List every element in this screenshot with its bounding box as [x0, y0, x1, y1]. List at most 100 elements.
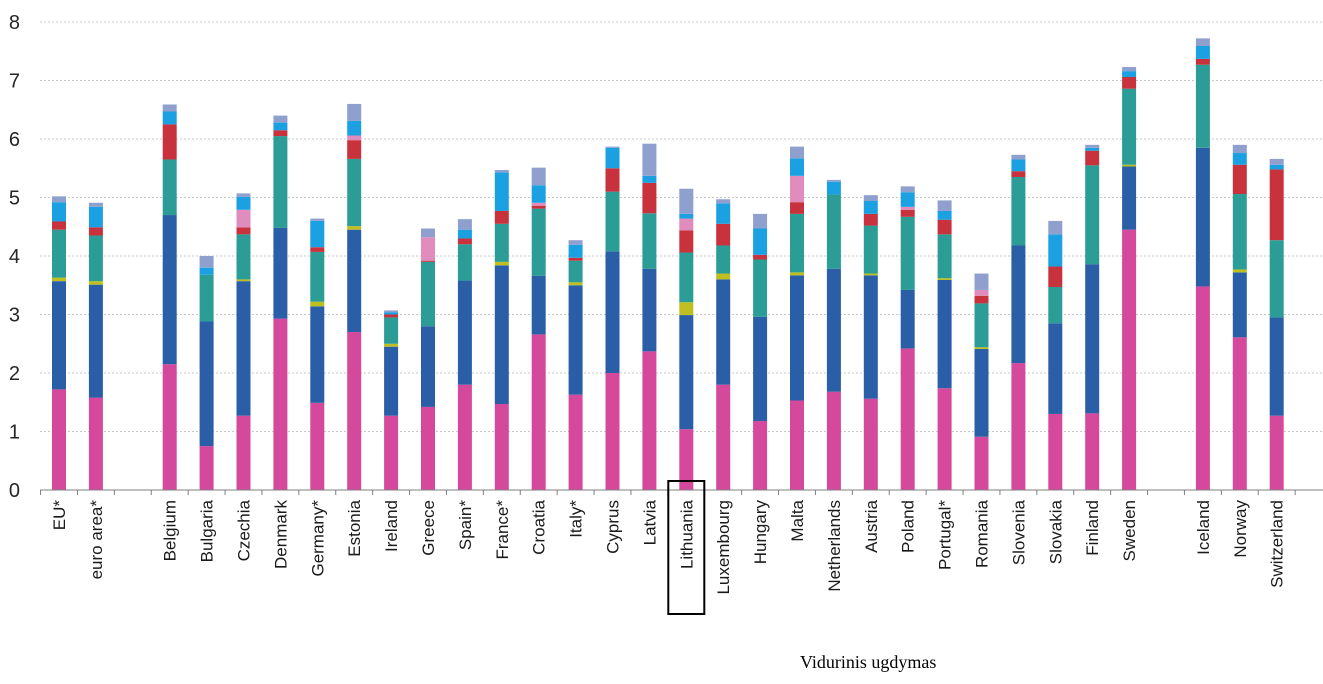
- y-tick-label: 8: [9, 12, 20, 34]
- bar-segment: [1085, 150, 1100, 166]
- bar-stack: [1232, 144, 1247, 490]
- bar-segment: [236, 281, 251, 416]
- bar-segment: [457, 229, 472, 239]
- bar-stack: [790, 146, 804, 490]
- bar-segment: [642, 268, 657, 352]
- bar-segment: [1232, 153, 1247, 165]
- bar-stack: [88, 202, 103, 490]
- x-tick-label: Slovakia: [1046, 499, 1065, 564]
- bar-segment: [421, 261, 435, 327]
- bar-segment: [52, 281, 66, 390]
- x-tick-label: Romania: [973, 499, 992, 568]
- bar-segment: [826, 194, 841, 269]
- bar-segment: [568, 244, 583, 258]
- axes: [40, 489, 1323, 495]
- y-tick-label: 1: [9, 422, 20, 444]
- bar-stack: [826, 179, 841, 490]
- bar-segment: [863, 201, 878, 214]
- bar-segment: [1122, 71, 1137, 77]
- bar-segment: [1122, 67, 1137, 72]
- bar-segment: [1048, 413, 1063, 490]
- bar-segment: [974, 436, 989, 490]
- bar-segment: [88, 281, 103, 285]
- bar-segment: [753, 316, 768, 421]
- bar-segment: [162, 104, 177, 112]
- bar-segment: [236, 209, 251, 228]
- bar-segment: [605, 191, 620, 252]
- x-tick-label: Spain*: [456, 500, 475, 550]
- chart-caption: Vidurinis ugdymas: [800, 652, 937, 672]
- x-tick-label: Bulgaria: [198, 499, 217, 562]
- bar-segment: [568, 285, 583, 395]
- bar-segment: [679, 429, 694, 490]
- x-tick-label: Portugal*: [936, 500, 955, 570]
- bar-segment: [162, 159, 177, 216]
- bar-segment: [494, 172, 509, 211]
- bar-segment: [790, 275, 804, 401]
- bar-segment: [457, 384, 472, 490]
- bar-segment: [384, 317, 399, 344]
- bar-segment: [162, 364, 177, 490]
- bar-segment: [494, 404, 509, 490]
- bar-segment: [1085, 147, 1100, 151]
- bar-segment: [52, 229, 66, 278]
- bar-segment: [974, 347, 989, 350]
- bar-segment: [199, 446, 214, 490]
- bar-segment: [162, 215, 177, 365]
- bar-segment: [937, 200, 952, 211]
- bar-segment: [790, 146, 804, 159]
- bar-segment: [679, 315, 694, 430]
- bar-segment: [531, 334, 546, 490]
- bar-segment: [1122, 229, 1137, 491]
- bar-segment: [457, 280, 472, 385]
- bar-segment: [531, 167, 546, 186]
- bar-segment: [826, 391, 841, 490]
- bar-segment: [1011, 159, 1026, 172]
- bar-segment: [1048, 266, 1063, 288]
- bar-segment: [790, 175, 804, 203]
- bar-segment: [421, 406, 435, 490]
- bar-segment: [162, 124, 177, 160]
- bar-segment: [1269, 164, 1284, 170]
- x-tick-label: Luxembourg: [714, 500, 733, 595]
- bar-segment: [605, 147, 620, 169]
- bar-stack: [310, 218, 325, 490]
- x-tick-label: Austria: [862, 499, 881, 552]
- bar-segment: [162, 111, 177, 125]
- bar-segment: [347, 158, 362, 227]
- bar-stack: [642, 143, 657, 490]
- bar-segment: [421, 326, 435, 407]
- bar-segment: [790, 272, 804, 276]
- bar-segment: [1232, 337, 1247, 490]
- bar-segment: [273, 136, 288, 228]
- bar-stack: [605, 146, 620, 490]
- bar-segment: [1195, 64, 1210, 148]
- y-tick-label: 7: [9, 71, 20, 93]
- x-tick-label: Ireland: [382, 500, 401, 552]
- bar-segment: [494, 170, 509, 173]
- bar-segment: [347, 226, 362, 230]
- lithuania-highlight-box: [667, 480, 706, 615]
- bar-segment: [1269, 158, 1284, 165]
- bar-segment: [1048, 220, 1063, 235]
- y-tick-label: 0: [9, 480, 20, 502]
- bar-segment: [974, 295, 989, 304]
- bar-segment: [273, 122, 288, 131]
- y-tick-label: 2: [9, 363, 20, 385]
- x-tick-labels: EU* euro area* Belgium Bulgaria Czechia Denma…: [50, 499, 1287, 594]
- bar-segment: [605, 168, 620, 192]
- bar-segment: [716, 245, 731, 274]
- bar-segment: [52, 202, 66, 222]
- x-tick-label: Norway: [1231, 500, 1250, 558]
- bar-segment: [1085, 165, 1100, 265]
- bar-segment: [568, 394, 583, 490]
- bar-segment: [310, 218, 325, 221]
- bar-segment: [310, 402, 325, 490]
- bar-segment: [88, 397, 103, 490]
- bar-segment: [199, 256, 214, 268]
- bar-segment: [605, 373, 620, 490]
- bar-segment: [1085, 413, 1100, 490]
- bar-segment: [900, 216, 915, 290]
- bar-segment: [1232, 144, 1247, 154]
